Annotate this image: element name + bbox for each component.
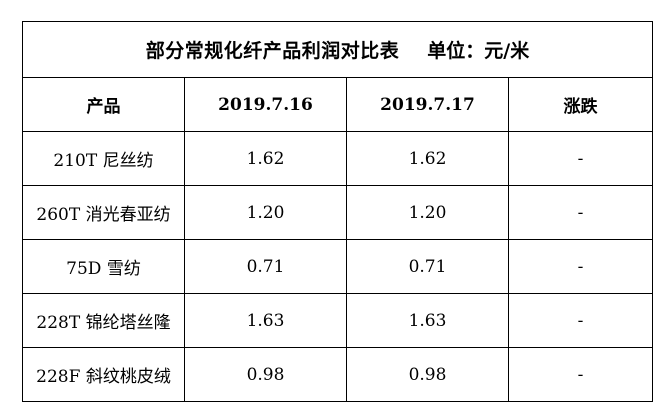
product-name: 228F 斜纹桃皮绒 <box>22 347 185 402</box>
price-date-1: 0.71 <box>184 239 347 294</box>
product-name: 210T 尼丝纺 <box>22 131 185 186</box>
header-date-1: 2019.7.16 <box>184 77 347 132</box>
price-date-1: 1.63 <box>184 293 347 348</box>
header-change: 涨跌 <box>507 77 654 132</box>
table-title-row: 部分常规化纤产品利润对比表 单位：元/米 <box>21 21 654 78</box>
price-change: - <box>507 293 654 348</box>
table-header-row: 产品 2019.7.16 2019.7.17 涨跌 <box>22 77 654 132</box>
price-comparison-table: 部分常规化纤产品利润对比表 单位：元/米 产品 2019.7.16 2019.7.… <box>21 21 654 402</box>
price-change: - <box>507 239 654 294</box>
product-name: 260T 消光春亚纺 <box>22 185 185 240</box>
price-date-2: 0.71 <box>346 239 509 294</box>
price-date-1: 0.98 <box>184 347 347 402</box>
price-change: - <box>507 185 654 240</box>
price-change: - <box>507 347 654 402</box>
price-date-1: 1.62 <box>184 131 347 186</box>
table-row: 210T 尼丝纺 1.62 1.62 - <box>22 131 654 186</box>
table-title-cell: 部分常规化纤产品利润对比表 单位：元/米 <box>21 21 654 78</box>
table-unit: 单位：元/米 <box>427 40 530 62</box>
price-date-2: 0.98 <box>346 347 509 402</box>
table-row: 75D 雪纺 0.71 0.71 - <box>22 239 654 294</box>
price-change: - <box>507 131 654 186</box>
table-title: 部分常规化纤产品利润对比表 <box>145 40 400 62</box>
price-date-2: 1.20 <box>346 185 509 240</box>
header-date-2: 2019.7.17 <box>346 77 509 132</box>
price-date-2: 1.62 <box>346 131 509 186</box>
table-row: 228T 锦纶塔丝隆 1.63 1.63 - <box>22 293 654 348</box>
price-table-container: 部分常规化纤产品利润对比表 单位：元/米 产品 2019.7.16 2019.7.… <box>21 21 654 402</box>
product-name: 75D 雪纺 <box>22 239 185 294</box>
table-row: 260T 消光春亚纺 1.20 1.20 - <box>22 185 654 240</box>
price-date-2: 1.63 <box>346 293 509 348</box>
product-name: 228T 锦纶塔丝隆 <box>22 293 185 348</box>
table-row: 228F 斜纹桃皮绒 0.98 0.98 - <box>22 347 654 402</box>
header-product: 产品 <box>22 77 185 132</box>
price-date-1: 1.20 <box>184 185 347 240</box>
